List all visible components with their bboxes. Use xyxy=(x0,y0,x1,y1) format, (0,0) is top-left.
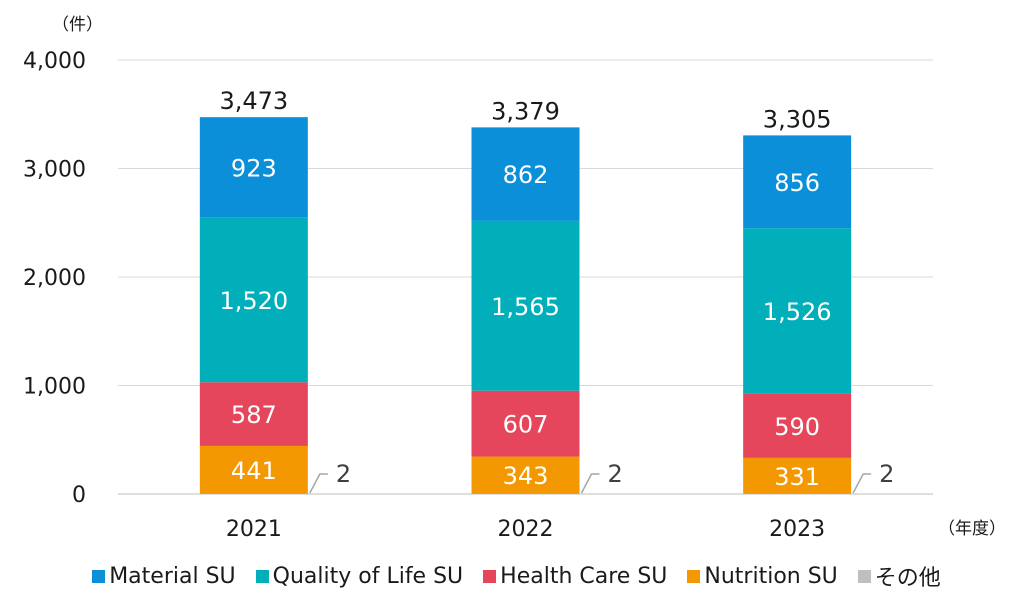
legend-item: Material SU xyxy=(92,563,236,589)
legend-label: Quality of Life SU xyxy=(272,563,464,589)
total-label: 3,473 xyxy=(219,87,288,115)
bar-segment xyxy=(199,493,308,495)
total-label: 3,305 xyxy=(763,105,832,133)
leader-line xyxy=(580,473,600,494)
legend-swatch xyxy=(483,569,497,583)
x-unit-label: （年度） xyxy=(938,519,1006,539)
bars: 2 441 587 1,520 923 3,473 2 343 607 1,565 862 3,379… xyxy=(199,87,894,495)
x-tick-label: 2022 xyxy=(498,517,554,542)
data-label: 590 xyxy=(774,413,820,441)
legend-label: その他 xyxy=(874,566,941,591)
bar-segment xyxy=(743,228,852,394)
y-tick-label: 2,000 xyxy=(23,266,86,291)
y-tick-label: 4,000 xyxy=(23,49,86,74)
legend-swatch xyxy=(857,569,871,583)
y-tick-label: 1,000 xyxy=(23,375,86,400)
data-label: 1,565 xyxy=(491,293,560,321)
legend-label: Nutrition SU xyxy=(704,563,838,589)
data-label: 856 xyxy=(774,169,820,197)
data-label: 923 xyxy=(231,154,277,182)
data-label: 1,520 xyxy=(219,287,288,315)
data-label: 2 xyxy=(879,460,894,488)
data-label: 587 xyxy=(231,401,277,429)
data-label: 862 xyxy=(503,161,549,189)
bar-segment xyxy=(471,493,580,495)
bar-segment xyxy=(743,393,852,458)
legend-item: Health Care SU xyxy=(483,564,667,589)
data-label: 441 xyxy=(231,457,277,485)
legend-swatch xyxy=(255,569,269,583)
bar-segment xyxy=(743,457,852,494)
y-tick-label: 0 xyxy=(72,483,86,508)
bar-segment xyxy=(471,456,580,494)
bar-segment xyxy=(471,390,580,457)
data-label: 1,526 xyxy=(763,298,832,326)
leader-line xyxy=(309,473,328,494)
x-tick-label: 2021 xyxy=(226,517,282,542)
stacked-bar-chart: 0 1,000 2,000 3,000 4,000 2 441 587 1,520 923 3,4… xyxy=(23,15,1006,542)
y-tick-label: 3,000 xyxy=(23,158,86,183)
x-tick-label: 2023 xyxy=(769,517,825,542)
legend-item: Nutrition SU xyxy=(687,563,838,589)
bar-segment xyxy=(471,220,580,391)
bar-segment xyxy=(199,217,308,383)
legend-swatch xyxy=(687,569,701,583)
bar-segment xyxy=(199,117,308,218)
bar-segment xyxy=(743,493,852,495)
legend-swatch xyxy=(92,569,106,583)
data-label: 2 xyxy=(608,460,623,488)
legend-label: Material SU xyxy=(109,563,236,589)
bar-segment xyxy=(471,127,580,221)
y-axis: 0 1,000 2,000 3,000 4,000 xyxy=(23,49,86,508)
total-label: 3,379 xyxy=(491,97,560,125)
data-label: 2 xyxy=(336,460,351,488)
y-unit-label: （件） xyxy=(52,15,103,35)
x-axis: 2021 2022 2023 xyxy=(226,517,825,542)
legend-item: その他 xyxy=(857,560,941,592)
data-label: 343 xyxy=(503,462,549,490)
data-label: 607 xyxy=(503,411,549,439)
bar-segment xyxy=(199,445,308,494)
bar-segment xyxy=(743,135,852,229)
leader-line xyxy=(852,473,872,494)
legend-label: Health Care SU xyxy=(500,563,668,589)
legend: Material SU Quality of Life SU Health Care… xyxy=(0,560,1033,592)
data-label: 331 xyxy=(774,463,820,491)
bar-segment xyxy=(199,382,308,446)
legend-item: Quality of Life SU xyxy=(255,563,464,589)
